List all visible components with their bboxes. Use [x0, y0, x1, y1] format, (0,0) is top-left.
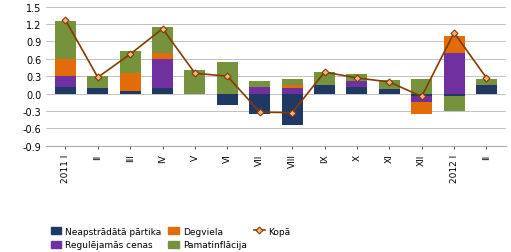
Bar [444, 54, 464, 94]
Bar [55, 87, 76, 94]
Bar [152, 28, 173, 54]
Bar [476, 85, 497, 94]
Bar [346, 75, 367, 81]
Bar [55, 59, 76, 77]
Bar [217, 62, 238, 94]
Bar [379, 89, 400, 94]
Bar [282, 80, 303, 85]
Bar [120, 52, 141, 74]
Bar [217, 94, 238, 106]
Bar [444, 94, 464, 97]
Bar [120, 91, 141, 94]
Bar [346, 87, 367, 94]
Bar [282, 94, 303, 126]
Bar [55, 22, 76, 59]
Bar [55, 77, 76, 87]
Bar [120, 74, 141, 91]
Bar [379, 81, 400, 89]
Bar [411, 80, 432, 94]
Bar [282, 88, 303, 94]
Bar [314, 85, 335, 94]
Bar [411, 97, 432, 103]
Bar [282, 85, 303, 88]
Bar [346, 81, 367, 87]
Bar [411, 94, 432, 97]
Bar [411, 103, 432, 114]
Bar [249, 94, 270, 114]
Bar [152, 54, 173, 59]
Bar [249, 87, 270, 94]
Bar [184, 71, 205, 94]
Bar [249, 81, 270, 87]
Bar [444, 97, 464, 111]
Legend: Neapstrādātā pārtika, Regulējamās cenas, Degviela, Pamatinflācija, Kopā: Neapstrādātā pārtika, Regulējamās cenas,… [51, 227, 291, 249]
Bar [87, 77, 108, 88]
Bar [87, 88, 108, 94]
Bar [152, 88, 173, 94]
Bar [476, 80, 497, 85]
Bar [314, 73, 335, 85]
Bar [152, 59, 173, 88]
Bar [444, 37, 464, 54]
